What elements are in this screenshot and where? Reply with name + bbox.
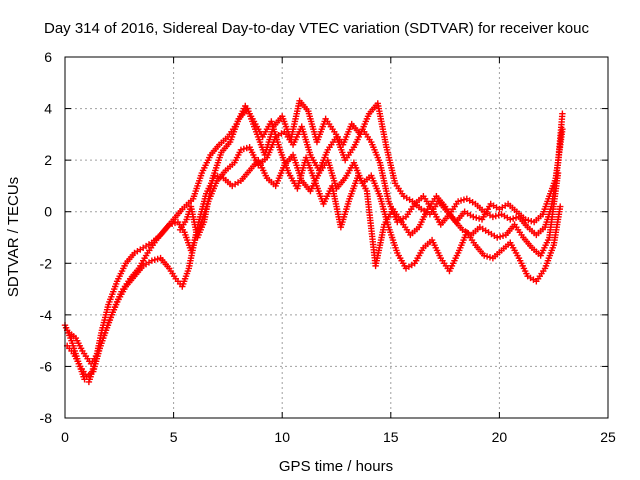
data-point bbox=[509, 215, 517, 222]
y-tick-label: -6 bbox=[40, 358, 53, 374]
y-tick-label: -4 bbox=[40, 307, 53, 323]
data-point bbox=[214, 173, 221, 180]
data-point bbox=[454, 198, 462, 205]
x-tick-label: 15 bbox=[383, 429, 399, 445]
data-point bbox=[470, 213, 477, 221]
data-point bbox=[559, 110, 566, 117]
data-point bbox=[151, 256, 158, 264]
data-point bbox=[217, 174, 224, 181]
y-tick-label: -2 bbox=[40, 255, 53, 271]
y-tick-label: 6 bbox=[44, 49, 52, 65]
data-point bbox=[154, 255, 161, 263]
y-tick-label: 0 bbox=[44, 204, 52, 220]
data-point bbox=[494, 234, 501, 241]
x-tick-label: 10 bbox=[274, 429, 290, 445]
x-tick-label: 25 bbox=[600, 429, 616, 445]
x-tick-label: 20 bbox=[492, 429, 508, 445]
data-point bbox=[240, 145, 248, 153]
chart-title: Day 314 of 2016, Sidereal Day-to-day VTE… bbox=[44, 20, 589, 37]
data-point bbox=[480, 252, 488, 259]
x-axis-label: GPS time / hours bbox=[279, 458, 393, 475]
data-point bbox=[148, 257, 156, 264]
y-tick-label: 4 bbox=[44, 101, 52, 117]
plot-area-frame bbox=[64, 56, 609, 419]
data-point bbox=[486, 254, 494, 261]
data-point bbox=[557, 203, 564, 210]
data-point bbox=[492, 212, 499, 220]
x-tick-label: 5 bbox=[170, 429, 178, 445]
data-point bbox=[525, 217, 532, 224]
data-point bbox=[496, 233, 504, 240]
data-point bbox=[499, 232, 507, 239]
y-tick-label: 2 bbox=[44, 152, 52, 168]
data-point bbox=[460, 196, 468, 203]
data-point bbox=[237, 146, 245, 154]
y-tick-label: -8 bbox=[40, 410, 53, 426]
data-point bbox=[528, 217, 535, 225]
data-point bbox=[475, 215, 483, 222]
y-axis-label: SDTVAR / TECUs bbox=[5, 177, 22, 297]
data-point bbox=[489, 213, 497, 221]
data-point bbox=[457, 197, 465, 204]
data-point bbox=[559, 126, 566, 133]
data-point bbox=[507, 216, 514, 223]
data-point bbox=[483, 253, 491, 260]
gridlines bbox=[65, 57, 608, 418]
data-point bbox=[495, 211, 502, 219]
data-point bbox=[512, 214, 520, 221]
axis-ticks: 0 5 10 15 20 25 -8 -6 -4 -2 0 2 4 6 bbox=[40, 49, 616, 445]
data-point bbox=[473, 214, 480, 221]
data-point bbox=[522, 216, 529, 223]
x-tick-label: 0 bbox=[61, 429, 69, 445]
data-points bbox=[61, 97, 566, 386]
data-point bbox=[243, 144, 250, 152]
